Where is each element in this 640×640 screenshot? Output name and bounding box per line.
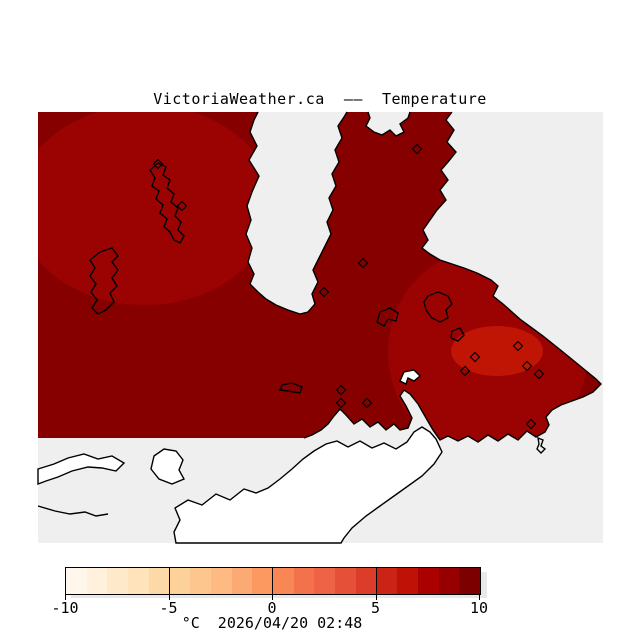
- colorbar-tick-label: 0: [267, 599, 277, 617]
- colorbar-cell: [210, 568, 232, 594]
- station-diamond-icon: [176, 200, 188, 212]
- station-diamond-icon: [459, 365, 471, 377]
- colorbar-tick-mark: [65, 595, 66, 600]
- colorbar-cell: [128, 568, 149, 594]
- small-island-outline: [536, 436, 547, 454]
- lake-outline: [149, 162, 185, 244]
- colorbar-cell: [355, 568, 377, 594]
- lake-outline: [89, 247, 119, 315]
- station-diamond-icon: [318, 286, 330, 298]
- station-diamond-icon: [152, 158, 164, 170]
- colorbar-tick-label: 5: [370, 599, 381, 617]
- colorbar-cell: [376, 568, 398, 594]
- station-diamond-icon: [335, 397, 347, 409]
- colorbar-divider: [168, 567, 170, 595]
- colorbar-cell: [293, 568, 315, 594]
- colorbar-tick-label: -5: [159, 599, 178, 617]
- station-diamond-icon: [411, 143, 423, 155]
- colorbar-cell: [438, 568, 460, 594]
- colorbar-cell: [107, 568, 129, 594]
- colorbar-cell: [190, 568, 211, 594]
- coastline-details: [37, 162, 547, 517]
- lake-outline: [376, 307, 399, 327]
- colorbar-cell: [148, 568, 170, 594]
- page-title: VictoriaWeather.ca –– Temperature: [153, 90, 487, 108]
- colorbar-cell: [231, 568, 253, 594]
- colorbar-cell: [66, 568, 87, 594]
- station-markers: [152, 143, 545, 430]
- land-west-spit: [37, 453, 126, 486]
- colorbar: [65, 567, 481, 595]
- colorbar-cell: [86, 568, 108, 594]
- colorbar-tick-mark: [375, 595, 377, 600]
- lake-outline: [450, 327, 465, 342]
- colorbar-tick-mark: [479, 595, 480, 600]
- colorbar-cell: [397, 568, 418, 594]
- colorbar-cell: [273, 568, 294, 594]
- coastline: [245, 111, 602, 443]
- colorbar-unit-date-label: °C 2026/04/20 02:48: [181, 614, 363, 632]
- colorbar-cell: [169, 568, 191, 594]
- colorbar-tick-mark: [168, 595, 170, 600]
- colorbar-cell: [252, 568, 274, 594]
- colorbar-tick-label: 10: [469, 599, 489, 617]
- contour-level-medium-northwest: [38, 112, 273, 305]
- colorbar-cell: [335, 568, 356, 594]
- station-diamond-icon: [357, 257, 369, 269]
- station-diamond-icon: [361, 397, 373, 409]
- colorbar-tick-mark: [272, 595, 273, 600]
- colorbar-divider: [272, 567, 273, 595]
- lake-outline: [279, 382, 303, 394]
- contour-level-bright-patch: [451, 326, 543, 376]
- harbour-inlet: [399, 369, 422, 385]
- station-diamond-icon: [335, 384, 347, 396]
- station-diamond-icon: [533, 368, 545, 380]
- distant-coastline: [37, 505, 109, 517]
- colorbar-cell: [459, 568, 481, 594]
- station-diamond-icon: [469, 351, 481, 363]
- station-diamond-icon: [521, 360, 533, 372]
- colorbar-cell: [314, 568, 336, 594]
- colorbar-tick-label: -10: [51, 599, 79, 617]
- land-island: [150, 448, 185, 485]
- lake-outline: [423, 291, 453, 323]
- colorbar-divider: [375, 567, 377, 595]
- station-diamond-icon: [525, 418, 537, 430]
- station-diamond-icon: [512, 340, 524, 352]
- land-south-peninsula: [173, 426, 443, 544]
- no-data-land: [37, 369, 443, 544]
- colorbar-cell: [417, 568, 439, 594]
